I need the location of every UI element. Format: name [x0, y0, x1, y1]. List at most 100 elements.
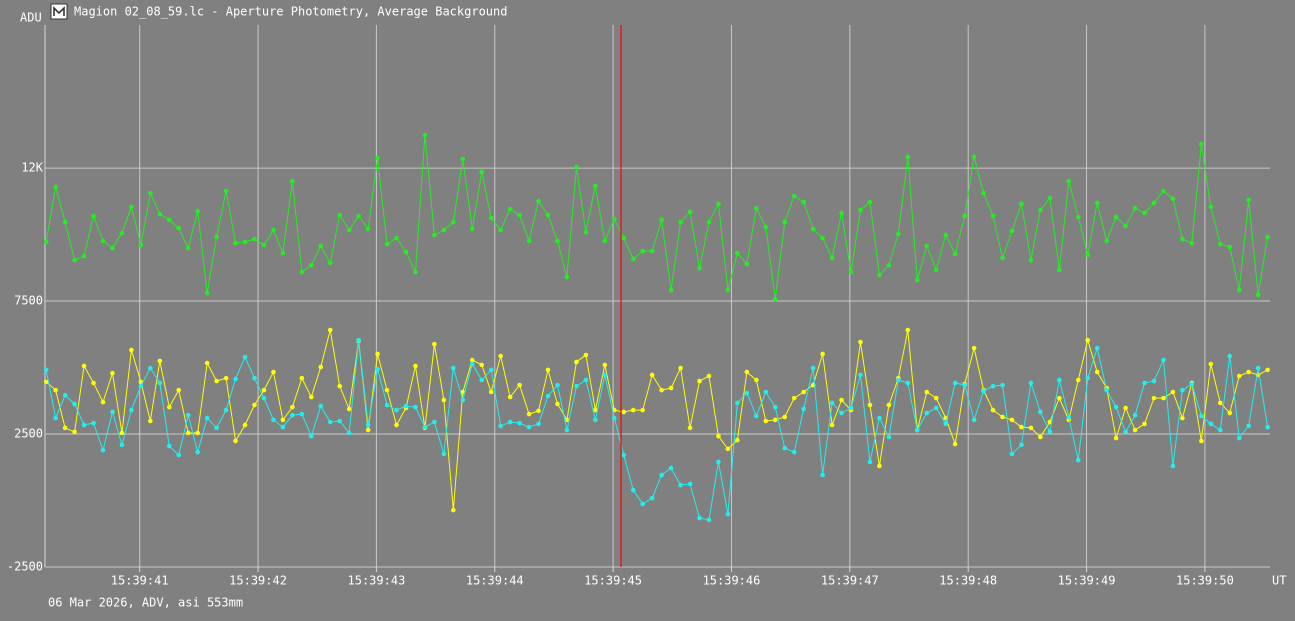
- data-point: [451, 507, 456, 513]
- data-point: [933, 267, 939, 273]
- data-point: [517, 382, 522, 388]
- data-point: [744, 261, 750, 267]
- data-point: [545, 393, 551, 399]
- series-line: [45, 329, 1268, 511]
- data-point: [1217, 427, 1223, 433]
- data-point: [72, 257, 77, 263]
- data-point: [668, 465, 674, 471]
- data-point: [668, 385, 674, 391]
- data-point: [602, 238, 608, 244]
- data-point: [271, 227, 276, 233]
- data-point: [1113, 404, 1119, 410]
- data-point: [318, 364, 324, 370]
- data-point: [1113, 435, 1119, 441]
- data-point: [1038, 434, 1043, 440]
- data-point: [223, 375, 229, 381]
- data-point: [1208, 361, 1214, 367]
- data-point: [100, 399, 106, 405]
- data-point: [1255, 365, 1261, 371]
- data-point: [432, 341, 437, 347]
- data-point: [195, 430, 200, 436]
- data-point: [1028, 425, 1034, 431]
- data-point: [119, 430, 125, 436]
- data-point: [110, 245, 115, 251]
- data-point: [204, 290, 210, 296]
- data-point: [261, 242, 267, 248]
- x-tick-label: 15:39:45: [584, 574, 642, 588]
- data-point: [649, 372, 655, 378]
- data-point: [204, 415, 210, 421]
- data-point: [53, 415, 58, 421]
- data-point: [460, 156, 466, 162]
- data-point: [252, 402, 257, 408]
- data-point: [687, 481, 693, 487]
- data-point: [659, 217, 664, 223]
- data-point: [290, 178, 295, 184]
- data-point: [1265, 424, 1270, 430]
- data-point: [318, 403, 324, 409]
- x-tick-label: 15:39:46: [703, 574, 761, 588]
- data-point: [1151, 200, 1157, 206]
- data-point: [697, 515, 702, 521]
- data-point: [1085, 375, 1091, 381]
- app-icon: [50, 3, 68, 20]
- data-point: [782, 445, 788, 451]
- data-point: [1019, 424, 1024, 430]
- data-point: [384, 387, 390, 393]
- data-point: [943, 421, 949, 427]
- data-point: [252, 375, 257, 381]
- data-point: [602, 372, 608, 378]
- series-line: [45, 340, 1269, 521]
- data-point: [772, 296, 778, 302]
- data-point: [630, 407, 636, 413]
- y-tick-label: 7500: [14, 294, 43, 308]
- data-point: [1132, 205, 1138, 211]
- data-point: [555, 238, 560, 244]
- data-point: [1161, 357, 1166, 363]
- data-point: [829, 400, 835, 406]
- data-point: [990, 213, 996, 219]
- data-point: [214, 234, 219, 240]
- x-tick-label: 15:39:49: [1058, 574, 1116, 588]
- data-point: [725, 446, 731, 452]
- data-point: [839, 210, 844, 216]
- y-tick-label: 2500: [14, 427, 43, 441]
- data-point: [962, 382, 967, 388]
- data-point: [498, 423, 503, 429]
- data-point: [678, 365, 683, 371]
- data-point: [1170, 389, 1176, 395]
- data-point: [1000, 255, 1005, 261]
- data-point: [148, 365, 153, 371]
- data-point: [1066, 178, 1072, 184]
- data-point: [517, 212, 522, 218]
- data-point: [62, 392, 68, 398]
- data-point: [261, 395, 267, 401]
- data-point: [185, 430, 191, 436]
- data-point: [697, 265, 702, 271]
- data-point: [640, 501, 646, 507]
- data-point: [375, 351, 380, 357]
- data-point: [1142, 421, 1147, 427]
- data-point: [318, 243, 324, 249]
- data-point: [413, 363, 418, 369]
- data-point: [536, 408, 541, 414]
- data-point: [148, 418, 153, 424]
- data-point: [526, 424, 532, 430]
- data-point: [725, 287, 731, 293]
- data-point: [488, 389, 494, 395]
- data-point: [1265, 367, 1270, 373]
- data-point: [848, 269, 854, 275]
- data-point: [555, 401, 560, 407]
- data-point: [166, 443, 172, 449]
- data-point: [1038, 409, 1043, 415]
- data-point: [223, 188, 229, 194]
- data-point: [1085, 252, 1091, 258]
- data-point: [839, 397, 844, 403]
- data-point: [924, 389, 930, 395]
- data-point: [1217, 400, 1223, 406]
- data-point: [1170, 463, 1176, 469]
- data-point: [100, 447, 106, 453]
- data-point: [1208, 421, 1214, 427]
- data-point: [166, 217, 172, 223]
- data-point: [593, 417, 598, 423]
